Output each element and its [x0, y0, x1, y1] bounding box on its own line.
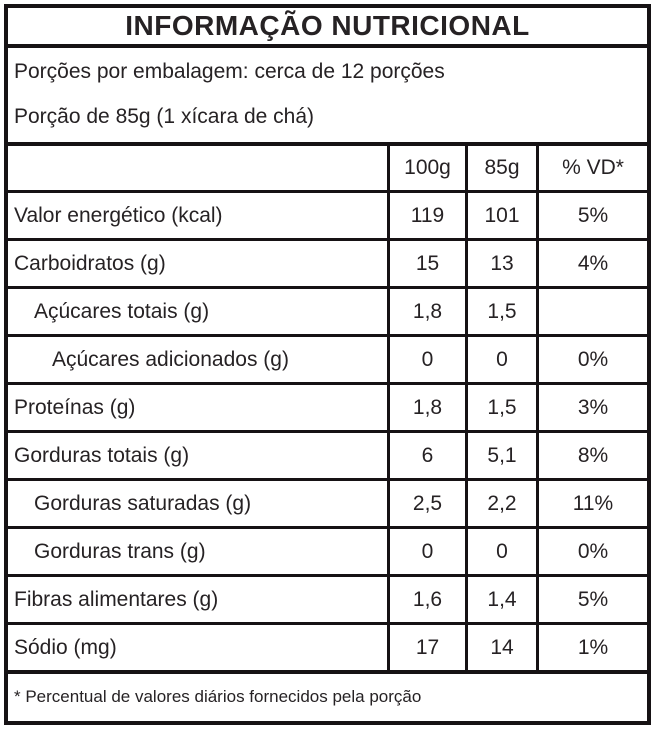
nutrient-label: Fibras alimentares (g) [14, 587, 219, 611]
serving-size: Porção de 85g (1 xícara de chá) [14, 105, 315, 129]
value-percent-vd: 0% [536, 529, 647, 575]
nutrient-label: Proteínas (g) [14, 395, 136, 419]
value-percent-vd: 5% [536, 577, 647, 623]
servings-per-package: Porções por embalagem: cerca de 12 porçõ… [14, 60, 445, 83]
header-85g: 85g [465, 146, 536, 191]
value-100g: 2,5 [387, 481, 465, 527]
value-percent-vd: 8% [536, 433, 647, 479]
table-row: Carboidratos (g) 15 13 4% [8, 238, 647, 287]
nutrient-label: Açúcares totais (g) [34, 299, 210, 323]
value-percent-vd: 11% [536, 481, 647, 527]
value-100g: 6 [387, 433, 465, 479]
table-header-row: 100g 85g % VD* [8, 146, 647, 191]
value-85g: 14 [465, 625, 536, 671]
table-row: Gorduras saturadas (g) 2,5 2,2 11% [8, 478, 647, 527]
value-100g: 1,8 [387, 385, 465, 431]
table-row: Açúcares adicionados (g) 0 0 0% [8, 334, 647, 383]
table-row: Gorduras totais (g) 6 5,1 8% [8, 430, 647, 479]
value-100g: 1,6 [387, 577, 465, 623]
nutrient-label: Valor energético (kcal) [14, 203, 223, 227]
nutrient-label: Sódio (mg) [14, 635, 117, 659]
value-85g: 0 [465, 337, 536, 383]
table-row: Proteínas (g) 1,8 1,5 3% [8, 382, 647, 431]
nutrition-rows: Valor energético (kcal) 119 101 5% Carbo… [8, 190, 647, 671]
value-85g: 1,5 [465, 385, 536, 431]
header-nutrient [8, 146, 387, 190]
footnote: * Percentual de valores diários fornecid… [8, 670, 647, 721]
value-85g: 2,2 [465, 481, 536, 527]
value-percent-vd: 5% [536, 193, 647, 239]
title-box: INFORMAÇÃO NUTRICIONAL [8, 8, 647, 48]
value-85g: 101 [465, 193, 536, 239]
value-100g: 0 [387, 529, 465, 575]
value-85g: 13 [465, 241, 536, 287]
value-percent-vd: 4% [536, 241, 647, 287]
table-row: Açúcares totais (g) 1,8 1,5 [8, 286, 647, 335]
table-row: Valor energético (kcal) 119 101 5% [8, 190, 647, 239]
value-100g: 15 [387, 241, 465, 287]
value-85g: 5,1 [465, 433, 536, 479]
value-85g: 1,4 [465, 577, 536, 623]
header-100g: 100g [387, 146, 465, 191]
header-percent-vd: % VD* [536, 146, 647, 191]
table-row: Gorduras trans (g) 0 0 0% [8, 526, 647, 575]
value-100g: 119 [387, 193, 465, 239]
nutrient-label: Gorduras totais (g) [14, 443, 190, 467]
value-100g: 0 [387, 337, 465, 383]
value-percent-vd [536, 289, 647, 335]
nutrient-label: Açúcares adicionados (g) [52, 347, 289, 371]
table-row: Fibras alimentares (g) 1,6 1,4 5% [8, 574, 647, 623]
serving-info: Porções por embalagem: cerca de 12 porçõ… [8, 48, 647, 147]
table-row: Sódio (mg) 17 14 1% [8, 622, 647, 671]
value-percent-vd: 1% [536, 625, 647, 671]
nutrient-label: Gorduras saturadas (g) [34, 491, 252, 515]
value-85g: 1,5 [465, 289, 536, 335]
value-percent-vd: 0% [536, 337, 647, 383]
nutrient-label: Gorduras trans (g) [34, 539, 206, 563]
nutrient-label: Carboidratos (g) [14, 251, 166, 275]
value-100g: 17 [387, 625, 465, 671]
value-percent-vd: 3% [536, 385, 647, 431]
page-title: INFORMAÇÃO NUTRICIONAL [125, 10, 530, 41]
value-85g: 0 [465, 529, 536, 575]
nutrition-label: INFORMAÇÃO NUTRICIONAL Porções por embal… [4, 4, 651, 725]
value-100g: 1,8 [387, 289, 465, 335]
